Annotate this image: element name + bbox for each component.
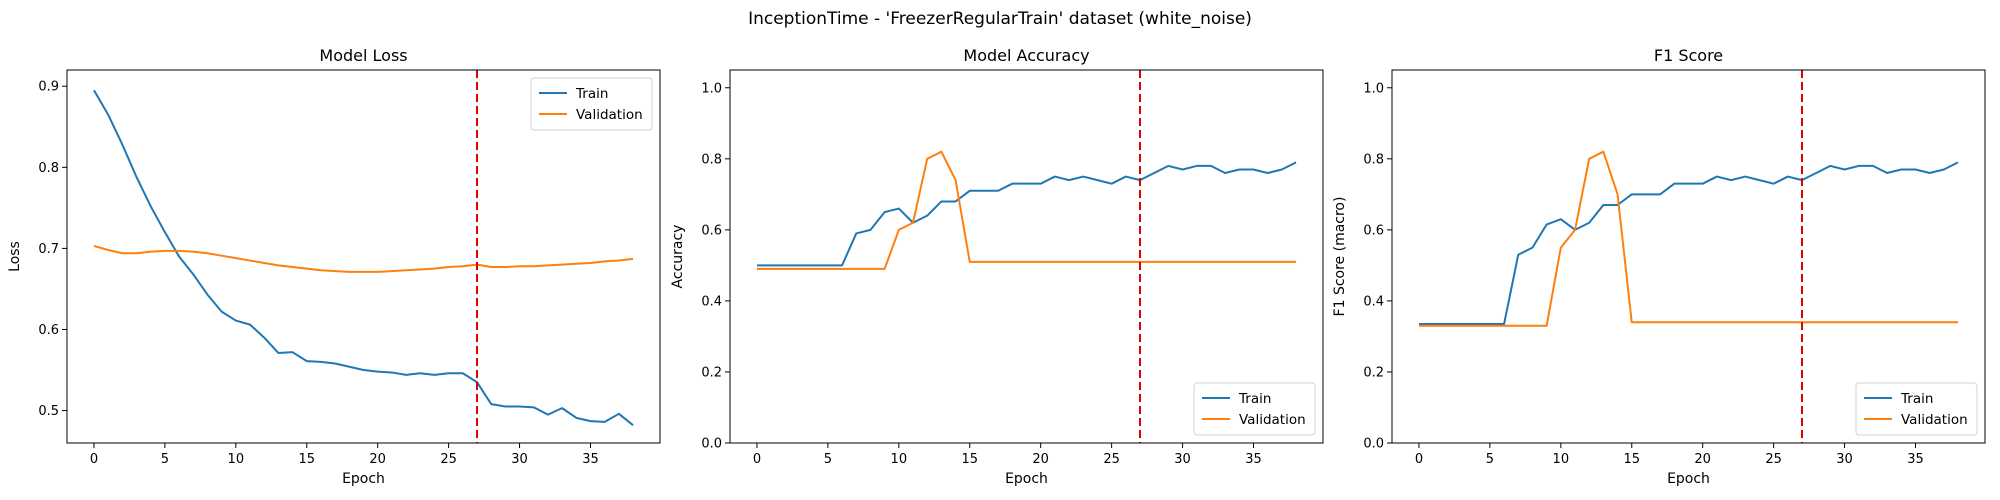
- x-tick-label: 10: [228, 452, 245, 467]
- y-tick-label: 0.8: [701, 152, 722, 167]
- x-tick-label: 15: [961, 452, 978, 467]
- y-tick-label: 0.2: [701, 365, 722, 380]
- y-axis-label: Accuracy: [670, 225, 686, 289]
- y-tick-label: 1.0: [1363, 81, 1384, 96]
- legend-label-train: Train: [1238, 391, 1271, 407]
- plot-frame: [1391, 69, 1986, 444]
- x-tick-label: 25: [1103, 452, 1120, 467]
- y-tick-label: 0.6: [701, 223, 722, 238]
- x-axis-label: Epoch: [1667, 471, 1710, 487]
- legend: Train Validation: [1193, 382, 1316, 436]
- y-tick-label: 0.5: [38, 404, 59, 419]
- y-tick-label: 0.8: [1363, 152, 1384, 167]
- y-tick-label: 0.8: [38, 161, 59, 176]
- legend-label-train: Train: [1900, 391, 1933, 407]
- x-tick-label: 25: [1765, 452, 1782, 467]
- x-tick-label: 5: [1486, 452, 1494, 467]
- chart-title: Model Accuracy: [963, 46, 1089, 65]
- x-tick-label: 20: [1032, 452, 1049, 467]
- y-tick-label: 0.0: [1363, 437, 1384, 452]
- legend-label-validation: Validation: [576, 107, 643, 123]
- series-line-train: [93, 89, 634, 426]
- series-line-validation: [756, 150, 1297, 270]
- series-line-train: [1418, 161, 1959, 325]
- y-tick-label: 1.0: [701, 81, 722, 96]
- legend-label-train: Train: [575, 86, 608, 102]
- chart-panel-3: F1 Score 0 5 10 15 20 25 30 35 0.0 0.2 0.4 0.6 0.8 1.0…: [1332, 46, 1986, 487]
- y-tick-label: 0.0: [701, 437, 722, 452]
- x-tick-label: 20: [369, 452, 386, 467]
- x-tick-label: 0: [753, 452, 761, 467]
- y-tick-label: 0.4: [1363, 294, 1384, 309]
- legend-box: [1193, 382, 1316, 436]
- y-tick-label: 0.6: [38, 323, 59, 338]
- x-tick-label: 0: [1415, 452, 1423, 467]
- x-tick-label: 10: [1553, 452, 1570, 467]
- x-tick-label: 10: [891, 452, 908, 467]
- series-line-validation: [1418, 150, 1959, 327]
- y-tick-label: 0.6: [1363, 223, 1384, 238]
- series-line-train: [756, 161, 1297, 267]
- chart-panel-1: Model Loss 0 5 10 15 20 25 30 35 0.5 0.6 0.7 0.8 0.9 E…: [7, 46, 661, 487]
- legend-box: [1855, 382, 1978, 436]
- x-tick-label: 25: [440, 452, 457, 467]
- figure-title: InceptionTime - 'FreezerRegularTrain' da…: [748, 9, 1252, 29]
- x-tick-label: 30: [511, 452, 528, 467]
- legend-label-validation: Validation: [1901, 412, 1968, 428]
- y-axis-label: F1 Score (macro): [1332, 197, 1348, 317]
- chart-title: F1 Score: [1654, 46, 1723, 65]
- y-tick-label: 0.2: [1363, 365, 1384, 380]
- legend: Train Validation: [1855, 382, 1978, 436]
- y-tick-label: 0.7: [38, 242, 59, 257]
- chart-title: Model Loss: [319, 46, 407, 65]
- x-tick-label: 35: [1245, 452, 1262, 467]
- x-tick-label: 30: [1174, 452, 1191, 467]
- x-tick-label: 0: [90, 452, 98, 467]
- x-axis-label: Epoch: [1005, 471, 1048, 487]
- x-tick-label: 20: [1694, 452, 1711, 467]
- x-tick-label: 35: [582, 452, 599, 467]
- x-tick-label: 5: [161, 452, 169, 467]
- y-tick-label: 0.9: [38, 80, 59, 95]
- legend-box: [530, 77, 653, 131]
- x-tick-label: 15: [1623, 452, 1640, 467]
- x-tick-label: 35: [1907, 452, 1924, 467]
- x-axis-label: Epoch: [342, 471, 385, 487]
- y-tick-label: 0.4: [701, 294, 722, 309]
- plot-frame: [729, 69, 1324, 444]
- x-tick-label: 15: [298, 452, 315, 467]
- chart-panel-2: Model Accuracy 0 5 10 15 20 25 30 35 0.0 0.2 0.4 0.6…: [670, 46, 1324, 487]
- legend-label-validation: Validation: [1239, 412, 1306, 428]
- x-tick-label: 5: [824, 452, 832, 467]
- series-line-validation: [93, 244, 634, 273]
- plot-frame: [66, 69, 661, 444]
- x-tick-label: 30: [1836, 452, 1853, 467]
- y-axis-label: Loss: [7, 241, 23, 272]
- legend: Train Validation: [530, 77, 653, 131]
